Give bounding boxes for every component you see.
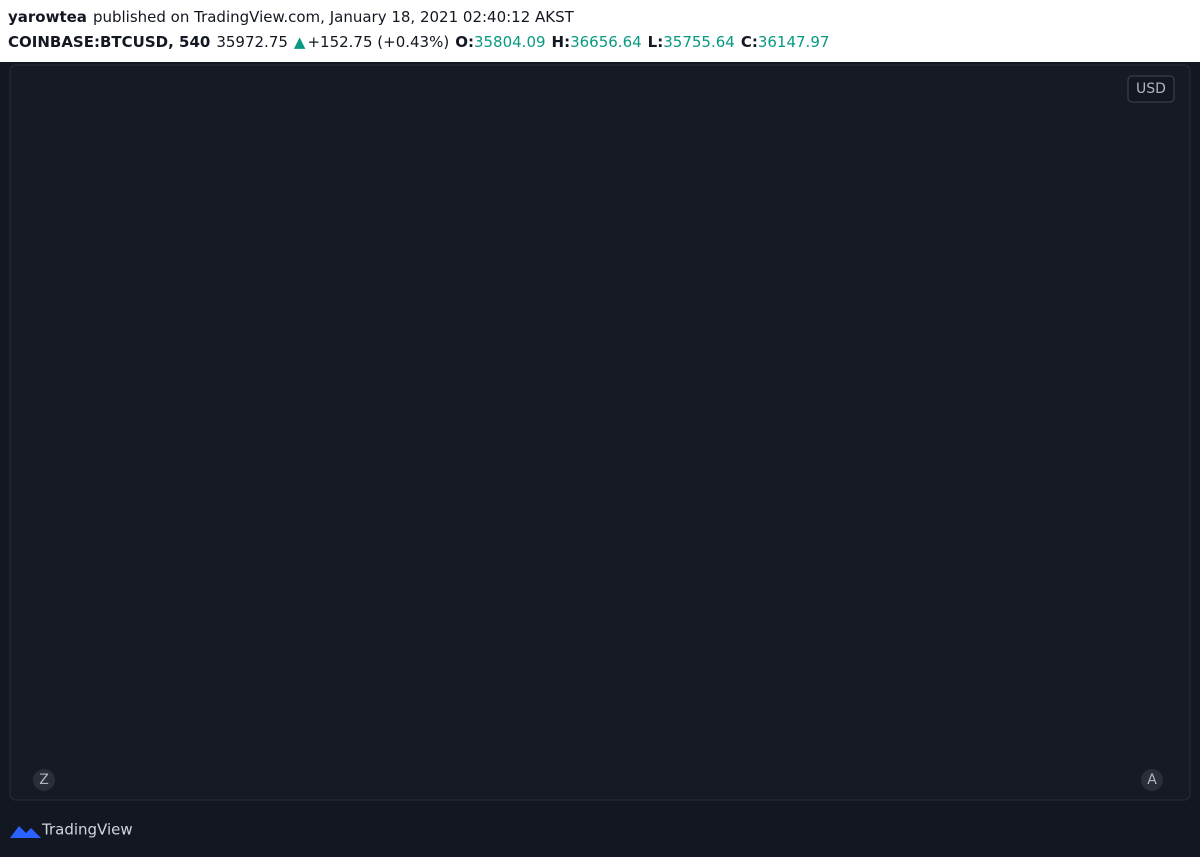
change: +152.75 (+0.43%): [307, 33, 450, 51]
c-label: C:: [740, 33, 758, 51]
l-label: L:: [647, 33, 664, 51]
close: 36147.97: [757, 33, 830, 51]
logo: [10, 826, 41, 838]
chart: USD Z A TradingView: [0, 62, 1200, 857]
currency: USD: [1136, 81, 1166, 97]
high: 36656.64: [570, 33, 642, 51]
low: 35755.64: [663, 33, 735, 51]
author[interactable]: yarowtea: [8, 8, 87, 26]
arrow: ▲: [293, 33, 306, 51]
zoom-label: Z: [39, 772, 49, 788]
zoom-button[interactable]: [33, 769, 55, 791]
symbol: COINBASE:BTCUSD, 540: [8, 33, 211, 51]
h-label: H:: [551, 33, 571, 51]
auto-button[interactable]: [1141, 769, 1163, 791]
brand: TradingView: [41, 821, 133, 839]
o-label: O:: [455, 33, 474, 51]
last-price: 35972.75: [216, 33, 288, 51]
currency-box[interactable]: [1127, 75, 1175, 103]
chart-frame: [9, 64, 1191, 801]
auto-label: A: [1147, 772, 1157, 788]
header: yarowtea published on TradingView.com, J…: [0, 0, 1200, 62]
published: published on TradingView.com, January 18…: [92, 8, 574, 26]
open: 35804.09: [473, 33, 546, 51]
